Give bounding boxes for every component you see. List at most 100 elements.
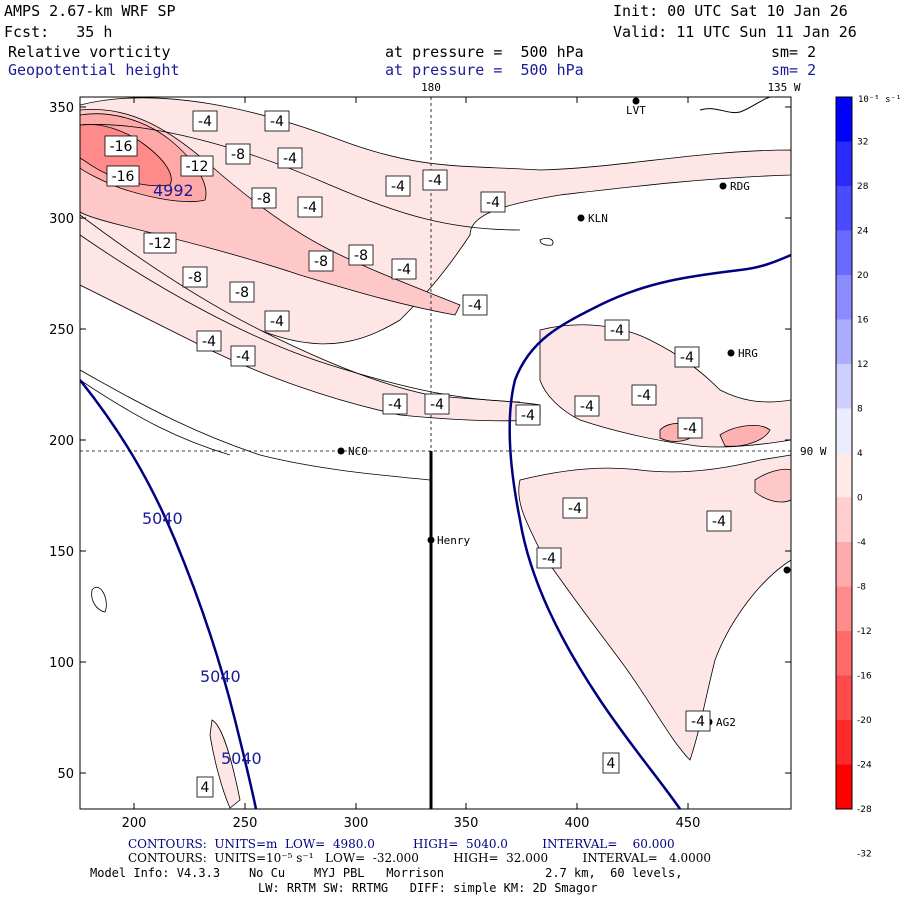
vorticity-label: -4 [391, 179, 405, 195]
vorticity-label: -8 [314, 254, 328, 270]
vorticity-label: -4 [303, 200, 317, 216]
vorticity-contour-line [539, 237, 554, 246]
vorticity-label: -4 [236, 349, 250, 365]
colorbar-frame [835, 96, 853, 810]
colorbar-tick-label: 32 [857, 138, 868, 148]
colorbar-tick-label: -16 [857, 672, 872, 682]
vorticity-label: -4 [283, 151, 297, 167]
vorticity-label-box [536, 547, 562, 569]
vorticity-label-box [264, 110, 290, 132]
vorticity-label-box [251, 187, 277, 209]
x-tick-label: 250 [233, 816, 258, 831]
field1-smooth: sm= 2 [771, 43, 817, 61]
y-tick-label: 350 [49, 101, 74, 116]
colorbar-tick-label: -8 [857, 583, 866, 593]
vorticity-band [80, 97, 791, 345]
height-contour-5040-left [80, 379, 258, 809]
vorticity-label-box [677, 417, 703, 439]
colorbar-tick-label: -32 [857, 850, 872, 860]
y-axis [80, 106, 791, 774]
station-label: AG2 [716, 716, 736, 729]
vorticity-patch-lowerleft [209, 719, 241, 809]
vorticity-label-box [574, 395, 600, 417]
vorticity-label: -4 [270, 114, 284, 130]
colorbar-tick-label: 12 [857, 360, 868, 370]
station-markers: LVT RDG KLN HRG NCO Henry AG2 [337, 97, 791, 729]
vorticity-label-box [562, 497, 588, 519]
vorticity-label-box [602, 752, 620, 774]
y-tick-label: 50 [57, 767, 74, 782]
station-label: KLN [588, 212, 608, 225]
vorticity-label: -16 [112, 169, 135, 185]
vorticity-label-box [685, 710, 711, 732]
station-label: RDG [730, 180, 750, 193]
vorticity-label: -4 [468, 298, 482, 314]
colorbar-tick-label: 0 [857, 494, 863, 504]
vorticity-label: -4 [198, 114, 212, 130]
station-label: LVT [626, 104, 646, 117]
height-contour-layer [80, 253, 791, 809]
vorticity-contour-line [80, 234, 521, 403]
vorticity-label-box [180, 155, 214, 177]
field1-name: Relative vorticity [8, 43, 171, 61]
colorbar-segment [836, 586, 852, 632]
vorticity-label-box [348, 244, 374, 266]
vorticity-trough-region [518, 454, 791, 761]
colorbar-tick-label: 4 [857, 449, 863, 459]
vorticity-label: -8 [354, 248, 368, 264]
colorbar-segment [836, 319, 852, 365]
colorbar-tick-label: -4 [857, 538, 866, 548]
colorbar-tick-label: 28 [857, 182, 869, 192]
colorbar-segment [836, 497, 852, 543]
vorticity-label-box [515, 404, 541, 426]
colorbar-segment [836, 230, 852, 276]
colorbar-tick-label: -12 [857, 627, 872, 637]
vorticity-label-box [225, 143, 251, 165]
x-tick-label: 200 [122, 816, 147, 831]
vorticity-label: -4 [691, 714, 705, 730]
vorticity-label-box [308, 250, 334, 272]
vorticity-label-box [264, 310, 290, 332]
vorticity-label: -12 [186, 159, 209, 175]
vorticity-label: -4 [712, 514, 726, 530]
vorticity-label-box [385, 175, 411, 197]
vorticity-label-box [480, 191, 506, 213]
vorticity-labels: -16 -16 -12 -12 -8 -8 -8 -8 -8 -8 -4 -4 -4 -4 -4 -4 -4 -4… [104, 110, 732, 798]
vorticity-fill-layer [80, 97, 791, 809]
valid-time: Valid: 11 UTC Sun 11 Jan 26 [613, 23, 857, 41]
vorticity-label: -4 [637, 388, 651, 404]
station-label: Henry [437, 534, 470, 547]
vorticity-contour-line [699, 97, 771, 114]
vorticity-label-box [706, 510, 732, 532]
vorticity-label-box [631, 384, 657, 406]
vorticity-label-box [229, 281, 255, 303]
vorticity-label: -4 [428, 173, 442, 189]
field2-level: at pressure = 500 hPa [385, 61, 584, 79]
field1-level: at pressure = 500 hPa [385, 43, 584, 61]
vorticity-label: -4 [486, 195, 500, 211]
parallel-label: 90 W [800, 445, 827, 458]
height-label: 4992 [153, 181, 194, 200]
vorticity-label-box [106, 165, 140, 187]
vorticity-label: -4 [202, 334, 216, 350]
vorticity-label: -4 [568, 501, 582, 517]
colorbar-segment [836, 720, 852, 765]
colorbar-tick-label: 20 [857, 271, 869, 281]
y-tick-label: 300 [49, 212, 74, 227]
init-time: Init: 00 UTC Sat 10 Jan 26 [613, 2, 848, 20]
y-tick-label: 150 [49, 545, 74, 560]
vorticity-label: -12 [149, 236, 172, 252]
vorticity-label: -8 [257, 191, 271, 207]
x-axis [133, 97, 689, 809]
vorticity-label: -4 [270, 314, 284, 330]
vorticity-label: -4 [542, 551, 556, 567]
vorticity-label: -4 [683, 421, 697, 437]
vorticity-label-box [422, 169, 448, 191]
colorbar-segment [836, 542, 852, 587]
colorbar-unit: 10⁻⁵ s⁻¹ [858, 95, 900, 105]
vorticity-contour-line [91, 587, 107, 613]
colorbar-segment [836, 97, 852, 142]
meridian-label: 180 [421, 81, 441, 94]
